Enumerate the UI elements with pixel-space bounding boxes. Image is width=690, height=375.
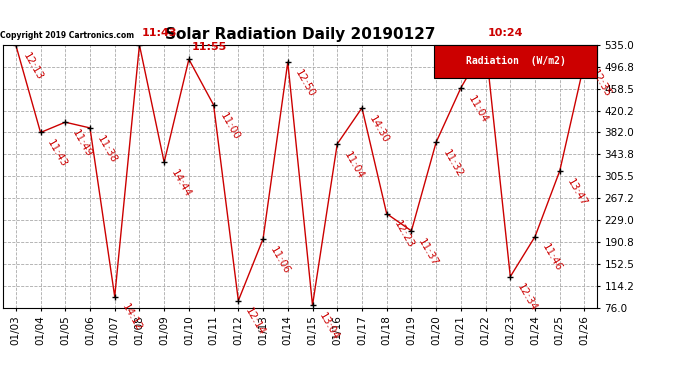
Text: 12:14: 12:14 <box>244 306 267 338</box>
Text: 12:13: 12:13 <box>21 51 44 82</box>
Text: 11:06: 11:06 <box>268 244 292 276</box>
Text: 12:35: 12:35 <box>589 68 613 99</box>
Text: 11:43: 11:43 <box>142 28 177 38</box>
FancyBboxPatch shape <box>433 45 597 78</box>
Text: 11:04: 11:04 <box>466 94 489 124</box>
Text: 13:04: 13:04 <box>317 311 341 342</box>
Text: 12:50: 12:50 <box>293 68 317 99</box>
Title: Solar Radiation Daily 20190127: Solar Radiation Daily 20190127 <box>165 27 435 42</box>
Text: 10:24: 10:24 <box>488 28 524 38</box>
Text: 11:00: 11:00 <box>219 111 242 142</box>
Text: 11:49: 11:49 <box>70 128 94 159</box>
Text: 11:46: 11:46 <box>540 242 564 273</box>
Text: 11:55: 11:55 <box>191 42 226 52</box>
Text: 11:32: 11:32 <box>441 148 465 179</box>
Text: 14:12: 14:12 <box>119 302 144 333</box>
Text: 12:34: 12:34 <box>515 282 539 314</box>
Text: 11:43: 11:43 <box>46 138 69 169</box>
Text: Copyright 2019 Cartronics.com: Copyright 2019 Cartronics.com <box>1 31 135 40</box>
Text: 13:47: 13:47 <box>564 177 589 208</box>
Text: 14:44: 14:44 <box>169 168 193 199</box>
Text: 12:23: 12:23 <box>392 219 415 251</box>
Text: 14:30: 14:30 <box>367 114 391 145</box>
Text: Radiation  (W/m2): Radiation (W/m2) <box>466 56 566 66</box>
Text: 11:37: 11:37 <box>416 237 440 268</box>
Text: 11:04: 11:04 <box>342 150 366 181</box>
Text: 11:38: 11:38 <box>95 134 119 165</box>
